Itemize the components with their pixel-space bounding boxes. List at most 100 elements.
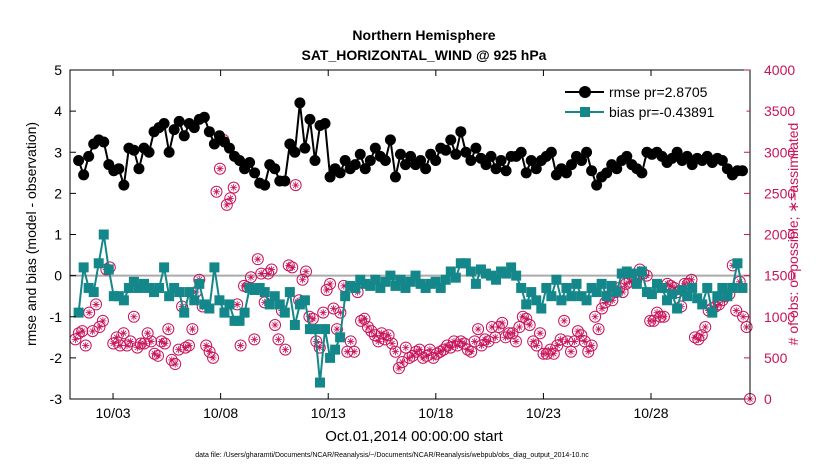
obs-marker-circle xyxy=(575,329,588,342)
bias-point xyxy=(214,295,225,306)
bias-point xyxy=(470,278,481,289)
obs-marker-star xyxy=(557,335,565,343)
obs-marker-circle xyxy=(585,339,598,352)
obs-marker xyxy=(200,339,213,352)
obs-marker-star xyxy=(512,337,520,346)
bias-point xyxy=(78,262,89,273)
obs-marker-circle xyxy=(392,362,405,375)
obs-marker-star xyxy=(150,350,159,358)
obs-marker-circle xyxy=(131,341,144,354)
rmse-point xyxy=(611,163,623,175)
rmse-point xyxy=(168,124,180,136)
bias-point xyxy=(103,264,114,275)
obs-marker-star xyxy=(467,348,475,356)
obs-marker-star xyxy=(560,317,568,325)
bias-point xyxy=(551,274,562,285)
obs-marker-star xyxy=(519,313,527,321)
bias-point xyxy=(370,274,381,285)
obs-marker-circle xyxy=(451,339,464,352)
obs-marker-star xyxy=(316,343,324,352)
obs-marker-star xyxy=(298,276,307,284)
obs-marker-star xyxy=(175,346,183,354)
obs-marker-circle xyxy=(324,277,337,290)
obs-marker-circle xyxy=(534,327,547,340)
bias-point xyxy=(98,229,109,240)
rmse-point xyxy=(455,126,467,138)
obs-marker-star xyxy=(415,346,424,354)
chart-title: Northern Hemisphere xyxy=(352,27,495,43)
bias-point xyxy=(631,278,642,289)
y-axis-ticks: -3 -2 -1 0 1 2 3 4 5 xyxy=(50,62,76,407)
obs-marker-circle xyxy=(571,325,584,338)
obs-marker-star xyxy=(536,329,544,337)
bias-point xyxy=(687,282,698,293)
obs-marker-star xyxy=(188,325,197,333)
obs-marker-star xyxy=(85,309,93,317)
obs-marker-circle xyxy=(361,321,374,334)
bias-point xyxy=(616,268,627,279)
obs-marker-circle xyxy=(172,343,185,356)
y-axis-label: rmse and bias (model - observation) xyxy=(23,122,39,346)
bias-point xyxy=(596,278,607,289)
bias-point xyxy=(309,324,320,335)
bias-point xyxy=(390,280,401,291)
rmse-point xyxy=(560,167,572,179)
obs-marker-star xyxy=(305,313,314,321)
obs-marker-star xyxy=(281,346,289,354)
bias-point xyxy=(496,266,507,277)
bias-point xyxy=(455,258,466,269)
obs-marker-star xyxy=(598,304,606,313)
obs-marker-star xyxy=(622,280,630,288)
bias-point xyxy=(108,291,119,302)
obs-marker-circle xyxy=(182,339,195,352)
rmse-point xyxy=(113,163,125,175)
obs-marker-star xyxy=(395,364,403,372)
obs-marker-circle xyxy=(90,298,103,311)
obs-marker-circle xyxy=(730,304,743,317)
bias-point xyxy=(541,282,552,293)
bias-point xyxy=(113,291,124,302)
obs-marker-star xyxy=(563,337,572,346)
obs-marker-star xyxy=(274,335,283,343)
bias-point xyxy=(350,282,361,293)
bias-point xyxy=(345,280,356,291)
y2-tick-label: 1500 xyxy=(764,268,795,284)
rmse-point xyxy=(520,167,532,179)
obs-marker-circle xyxy=(647,314,660,327)
y2-tick-label: 4000 xyxy=(764,62,795,78)
bias-point xyxy=(611,287,622,298)
obs-marker-star xyxy=(732,306,740,315)
obs-marker-circle xyxy=(692,333,705,346)
obs-marker xyxy=(86,325,99,338)
bias-point xyxy=(561,282,572,293)
obs-marker xyxy=(220,198,233,211)
rmse-point xyxy=(445,134,457,146)
obs-marker xyxy=(386,337,399,350)
obs-marker xyxy=(317,306,330,319)
obs-marker xyxy=(375,327,388,340)
obs-marker-star xyxy=(426,346,434,354)
obs-marker-star xyxy=(236,341,245,350)
obs-marker-star xyxy=(185,341,193,350)
obs-marker xyxy=(382,329,395,342)
obs-marker xyxy=(107,337,120,350)
obs-marker-circle xyxy=(523,318,536,331)
obs-marker-circle xyxy=(107,337,120,350)
bias-point xyxy=(667,289,678,300)
obs-marker xyxy=(334,306,347,319)
obs-marker-star xyxy=(99,317,107,325)
obs-marker xyxy=(558,314,571,327)
obs-marker xyxy=(210,185,223,198)
obs-marker-circle xyxy=(530,339,543,352)
bias-point xyxy=(556,295,567,306)
obs-marker-circle xyxy=(382,329,395,342)
bias-point xyxy=(526,287,537,298)
obs-marker-circle xyxy=(472,323,485,336)
obs-marker-star xyxy=(140,339,148,348)
obs-marker-star xyxy=(498,319,506,327)
obs-marker-circle xyxy=(379,333,392,346)
data-file-footer: data file: /Users/gharamti/Documents/NCA… xyxy=(195,452,589,459)
obs-marker xyxy=(509,335,522,348)
rmse-point xyxy=(244,157,256,169)
